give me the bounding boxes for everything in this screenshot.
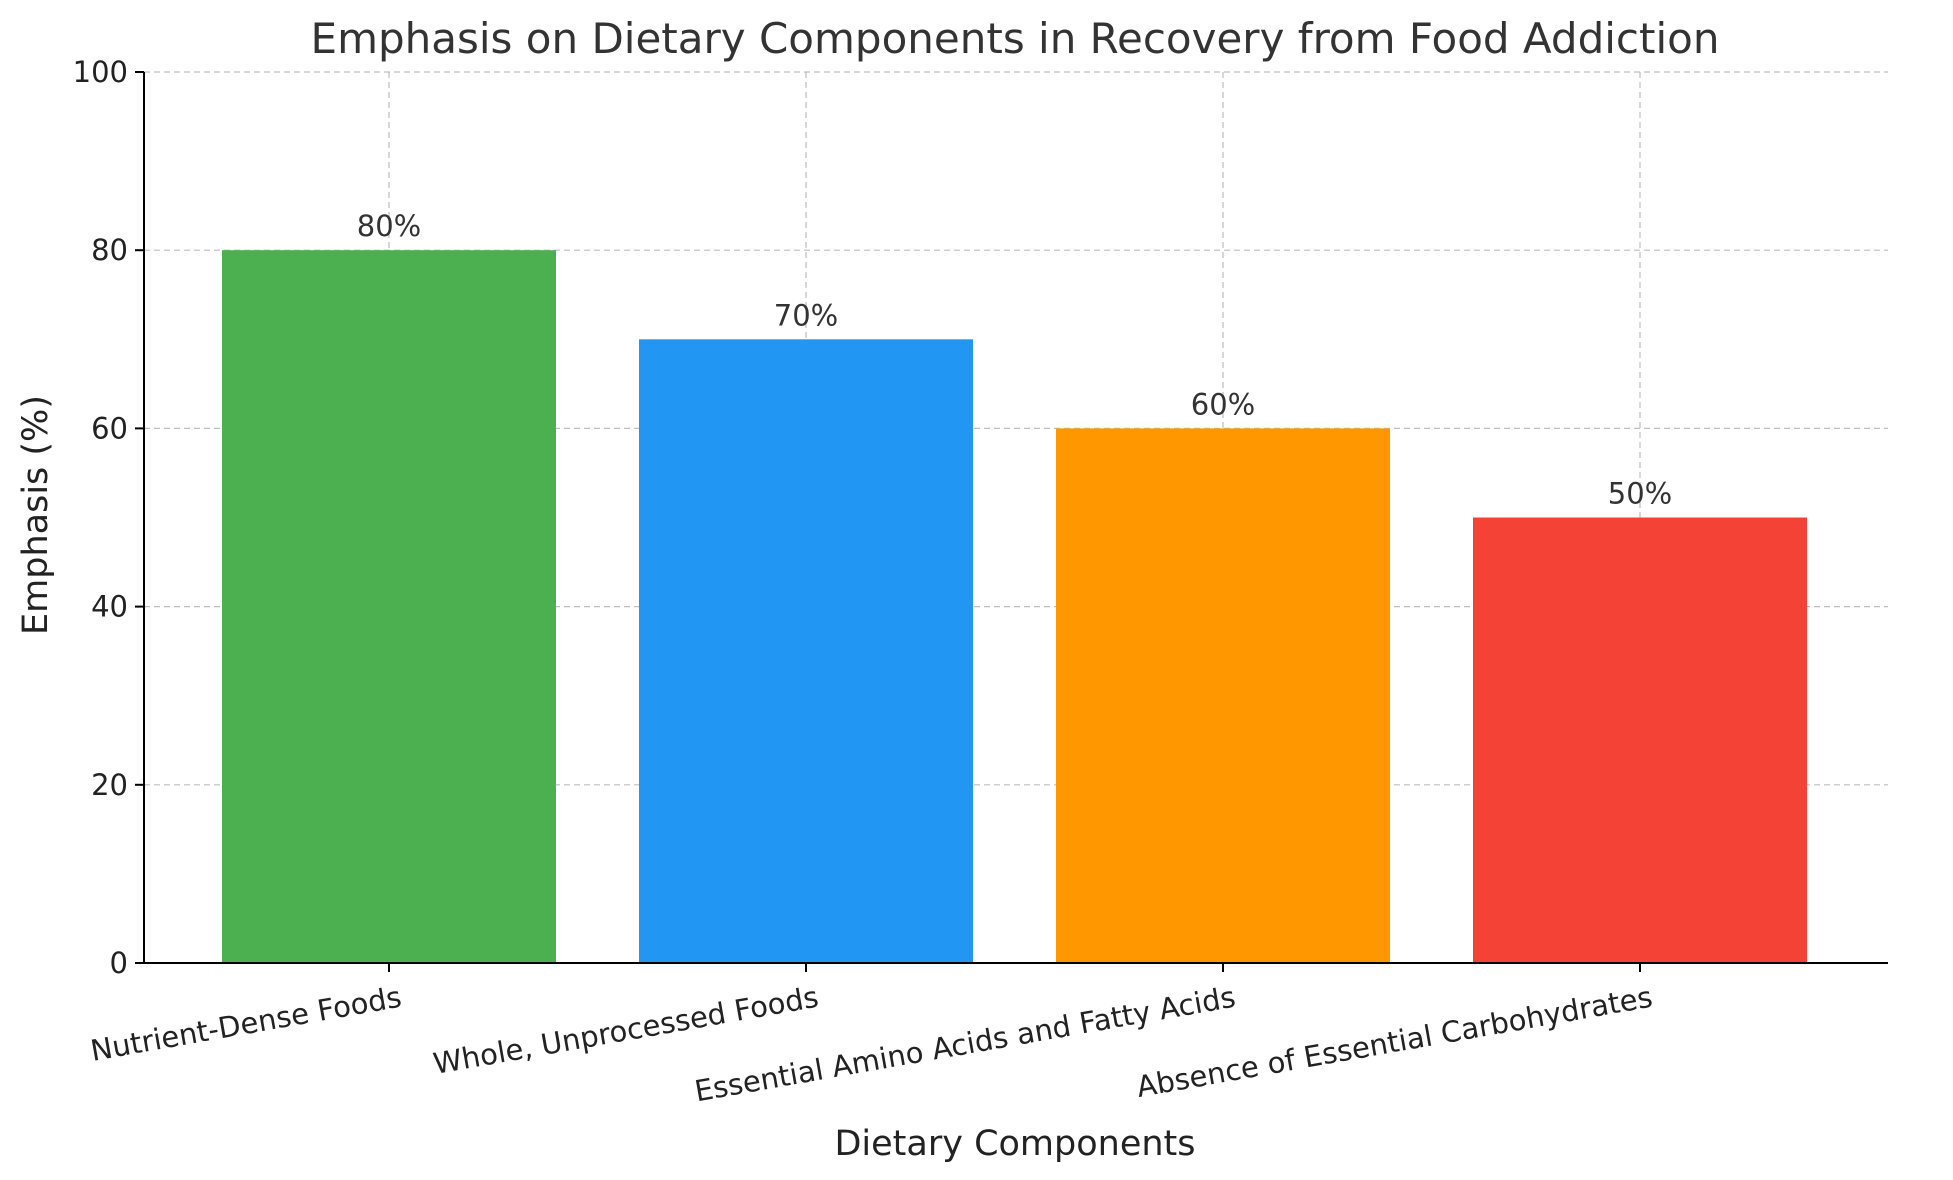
axes — [135, 71, 1888, 972]
bar-1 — [222, 250, 556, 963]
y-tick-label: 80 — [91, 233, 128, 267]
y-tick-label: 100 — [73, 55, 128, 89]
y-tick-label: 60 — [91, 411, 128, 445]
y-tick-label: 0 — [110, 946, 128, 980]
x-tick-label: Nutrient-Dense Foods — [88, 980, 404, 1068]
bar-4 — [1473, 517, 1807, 963]
y-axis-label: Emphasis (%) — [16, 395, 56, 635]
y-tick-label: 40 — [91, 590, 128, 624]
bar-value-label: 80% — [357, 209, 421, 243]
bars — [222, 250, 1807, 963]
y-tick-label: 20 — [91, 768, 128, 802]
bar-2 — [639, 339, 973, 963]
bar-value-label: 60% — [1191, 387, 1255, 421]
chart-title: Emphasis on Dietary Components in Recove… — [311, 14, 1720, 63]
x-axis-label: Dietary Components — [834, 1124, 1195, 1164]
bar-value-label: 50% — [1608, 477, 1672, 511]
bar-value-label: 70% — [774, 298, 838, 332]
bar-3 — [1056, 428, 1390, 963]
